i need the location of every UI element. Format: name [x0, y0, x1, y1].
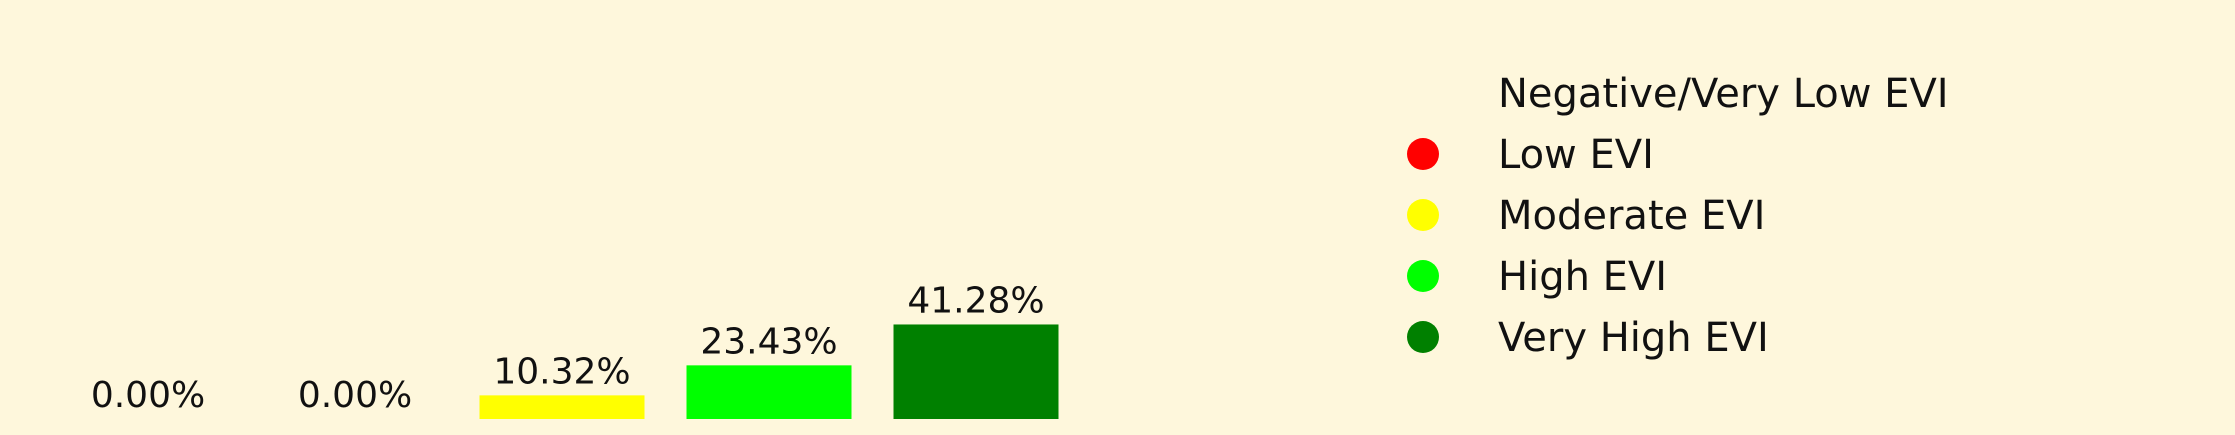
- legend-label-1: Negative/Very Low EVI: [1498, 71, 1949, 117]
- bar-4: [686, 365, 852, 419]
- bar-value-label-2: 0.00%: [298, 375, 412, 416]
- legend: Negative/Very Low EVI Low EVI Moderate EVI…: [1407, 71, 1949, 361]
- bar-value-label-5: 41.28%: [907, 280, 1044, 321]
- legend-marker-4: [1407, 260, 1439, 292]
- legend-label-2: Low EVI: [1498, 132, 1654, 178]
- bar-value-label-3: 10.32%: [493, 351, 630, 392]
- legend-marker-1: [1407, 77, 1439, 109]
- bar-value-label-4: 23.43%: [700, 321, 837, 362]
- bar-3: [479, 395, 645, 419]
- bar-5: [893, 324, 1059, 419]
- legend-marker-5: [1407, 321, 1439, 353]
- legend-marker-3: [1407, 199, 1439, 231]
- bar-value-label-1: 0.00%: [91, 375, 205, 416]
- bar-value-labels: 0.00% 0.00% 10.32% 23.43% 41.28%: [91, 280, 1045, 416]
- legend-label-5: Very High EVI: [1498, 315, 1769, 361]
- legend-marker-2: [1407, 138, 1439, 170]
- legend-label-4: High EVI: [1498, 254, 1667, 300]
- bars-group: [479, 324, 1059, 419]
- legend-label-3: Moderate EVI: [1498, 193, 1765, 239]
